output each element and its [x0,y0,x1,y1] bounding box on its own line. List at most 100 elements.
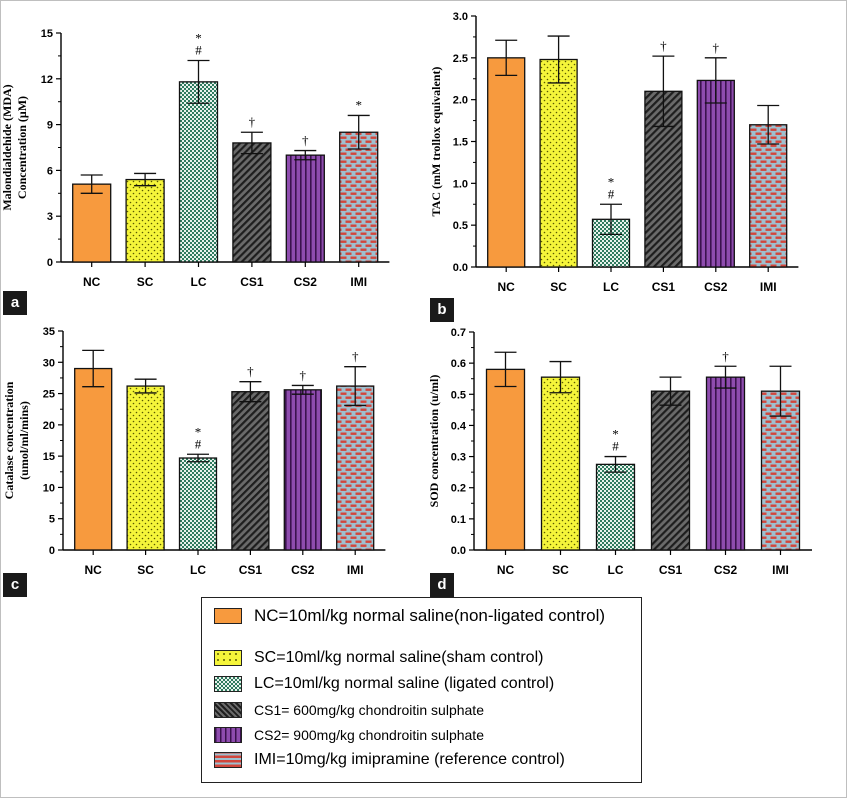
y-tick-label-a: 12 [41,74,53,86]
bar-b-sc [539,58,578,268]
legend-swatch-lc [214,676,242,692]
x-tick-label-c-cs2: CS2 [291,563,315,577]
y-tick-label-a: 6 [47,165,53,177]
bar-b-cs2 [696,79,735,268]
x-tick-label-d-sc: SC [552,563,569,577]
annotation-a-imi: * [355,97,362,112]
bar-a-cs2 [285,154,325,263]
bar-a-cs1 [232,142,272,263]
y-axis-label-c: Catalase concentration(umol/ml/mins) [2,381,31,499]
annotation-line-b: * [608,174,615,189]
y-tick-label-c: 30 [43,357,55,369]
annotation-c-imi: † [352,349,359,364]
y-tick-label-c: 35 [43,326,55,338]
x-tick-label-c-lc: LC [190,563,206,577]
legend-label-cs1: CS1= 600mg/kg chondroitin sulphate [254,702,484,718]
chart-d: 0.0 0.1 0.2 0.3 0.4 0.5 0.6 0.7 SOD concentratio… [427,327,812,577]
annotation-b-cs2: † [713,40,720,55]
legend-swatch-sc [214,650,242,666]
annotation-line-a: † [302,133,309,148]
y-axis-label-a: Malondialdehide (MDA)Concentration (μM) [0,84,29,210]
x-tick-label-b-imi: IMI [760,280,777,294]
y-axis-label-line2-a: Concentration (μM) [15,96,29,199]
y-axis-label-b: TAC (mM trollox equivalent) [429,67,443,217]
y-axis-label-d: SOD concentration (u/ml) [427,375,441,508]
annotation-line-c: # [195,436,202,451]
legend-label-lc: LC=10ml/kg normal saline (ligated contro… [254,675,555,692]
y-tick-label-c: 15 [43,451,55,463]
annotation-c-cs2: † [300,367,307,382]
y-tick-label-b: 3.0 [453,11,468,23]
x-tick-label-c-cs1: CS1 [239,563,263,577]
annotation-a-cs2: † [302,133,309,148]
bar-a-imi [339,131,379,263]
bar-b-imi [749,124,788,268]
y-axis-label-line2-c: (umol/ml/mins) [17,401,31,480]
x-tick-label-a-cs2: CS2 [294,275,318,289]
legend-label-imi: IMI=10mg/kg imipramine (reference contro… [254,751,565,768]
panel-label-b: b [430,298,454,322]
legend-label-nc: NC=10ml/kg normal saline(non-ligated con… [254,606,606,625]
y-tick-label-d: 0.5 [451,389,466,401]
annotation-line-d: # [612,439,619,454]
bar-c-cs1 [231,391,270,551]
bar-c-imi [336,385,375,551]
legend-swatch-nc [214,608,242,624]
y-tick-label-a: 3 [47,211,53,223]
bar-d-cs2 [705,376,746,551]
y-tick-label-c: 25 [43,389,55,401]
y-tick-label-d: 0.1 [451,514,466,526]
x-tick-label-b-cs1: CS1 [652,280,676,294]
x-tick-label-d-cs1: CS1 [659,563,683,577]
bar-c-lc [178,457,218,551]
x-tick-label-d-lc: LC [608,563,624,577]
x-tick-label-b-cs2: CS2 [704,280,728,294]
x-tick-label-d-nc: NC [497,563,515,577]
annotation-d-cs2: † [722,348,729,363]
y-tick-label-b: 1.0 [453,178,468,190]
bar-b-nc [487,57,526,268]
panel-label-d: d [430,573,454,597]
y-tick-label-c: 20 [43,420,55,432]
legend-item-lc: LC=10ml/kg normal saline (ligated contro… [214,674,554,694]
y-tick-label-b: 2.0 [453,95,468,107]
annotation-line-d: * [612,427,619,442]
legend-label-cs2: CS2= 900mg/kg chondroitin sulphate [254,727,484,743]
annotation-c-lc: * # [195,424,202,451]
x-tick-label-a-nc: NC [83,275,101,289]
annotation-line-b: † [713,40,720,55]
bar-d-lc [595,463,636,551]
y-tick-label-d: 0.2 [451,483,466,495]
bar-a-lc [178,81,219,263]
y-tick-label-b: 2.5 [453,53,468,65]
annotation-line-b: # [608,186,615,201]
legend-item-sc: SC=10ml/kg normal saline(sham control) [214,648,543,668]
annotation-c-cs1: † [247,364,254,379]
x-tick-label-d-cs2: CS2 [714,563,738,577]
legend-swatch-imi [214,752,242,768]
bar-d-cs1 [650,390,691,551]
annotation-b-cs1: † [660,38,667,53]
x-tick-label-b-lc: LC [603,280,619,294]
panel-label-a: a [3,291,27,315]
bar-d-sc [540,376,581,551]
y-tick-label-b: 0.5 [453,220,468,232]
legend-swatch-cs2 [214,727,242,743]
bar-c-sc [126,385,165,551]
x-tick-label-b-nc: NC [498,280,516,294]
y-tick-label-c: 5 [49,514,55,526]
y-tick-label-b: 0.0 [453,262,468,274]
annotation-line-c: † [300,367,307,382]
legend-item-nc: NC=10ml/kg normal saline(non-ligated con… [214,606,605,626]
x-tick-label-a-sc: SC [137,275,154,289]
y-tick-label-a: 9 [47,120,53,132]
y-tick-label-d: 0.7 [451,327,466,339]
annotation-line-b: † [660,38,667,53]
x-tick-label-a-lc: LC [191,275,207,289]
x-tick-label-b-sc: SC [550,280,567,294]
y-axis-label-line1-c: Catalase concentration [2,381,16,499]
bar-d-nc [485,368,526,551]
x-tick-label-a-cs1: CS1 [240,275,264,289]
legend-label-sc: SC=10ml/kg normal saline(sham control) [254,649,544,666]
